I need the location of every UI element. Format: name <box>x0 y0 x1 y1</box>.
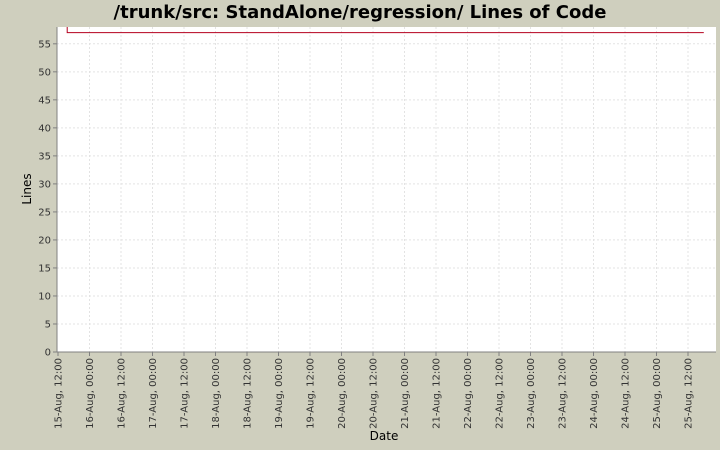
y-tick-label: 35 <box>38 151 51 162</box>
y-tick-label: 30 <box>38 179 51 190</box>
x-tick-label: 20-Aug, 00:00 <box>337 358 348 429</box>
y-tick-label: 0 <box>45 348 51 359</box>
y-ticks: 0 5 10 15 20 25 30 35 40 45 50 55 <box>38 39 57 359</box>
x-axis-label: Date <box>370 429 399 443</box>
series-layer <box>66 27 704 34</box>
x-tick-label: 23-Aug, 12:00 <box>558 358 569 429</box>
x-tick-label: 16-Aug, 00:00 <box>85 358 96 429</box>
y-tick-label: 25 <box>38 207 51 218</box>
y-tick-label: 45 <box>38 95 51 106</box>
x-tick-label: 15-Aug, 12:00 <box>54 358 65 429</box>
chart-title: /trunk/src: StandAlone/regression/ Lines… <box>114 2 607 23</box>
x-tick-label: 22-Aug, 12:00 <box>495 358 506 429</box>
x-tick-label: 16-Aug, 12:00 <box>117 358 128 429</box>
y-tick-label: 20 <box>38 235 51 246</box>
x-tick-label: 17-Aug, 12:00 <box>180 358 191 429</box>
y-axis-label: Lines <box>20 173 34 204</box>
x-tick-label: 17-Aug, 00:00 <box>148 358 159 429</box>
x-tick-label: 19-Aug, 00:00 <box>274 358 285 429</box>
plot-area <box>57 27 716 352</box>
x-tick-label: 24-Aug, 00:00 <box>589 358 600 429</box>
x-tick-label: 21-Aug, 12:00 <box>432 358 443 429</box>
y-tick-label: 55 <box>38 39 51 50</box>
y-tick-label: 10 <box>38 291 51 302</box>
x-tick-label: 24-Aug, 12:00 <box>621 358 632 429</box>
y-tick-label: 5 <box>45 319 51 330</box>
y-tick-label: 40 <box>38 123 51 134</box>
x-tick-label: 21-Aug, 00:00 <box>400 358 411 429</box>
x-tick-label: 18-Aug, 12:00 <box>243 358 254 429</box>
x-tick-label: 20-Aug, 12:00 <box>369 358 380 429</box>
x-ticks: 15-Aug, 12:00 16-Aug, 00:00 16-Aug, 12:00 1… <box>54 352 695 429</box>
x-tick-label: 22-Aug, 00:00 <box>463 358 474 429</box>
grid-layer <box>57 27 716 352</box>
x-tick-label: 23-Aug, 00:00 <box>526 358 537 429</box>
x-tick-label: 25-Aug, 00:00 <box>652 358 663 429</box>
series-line <box>66 27 704 34</box>
x-tick-label: 19-Aug, 12:00 <box>306 358 317 429</box>
y-tick-label: 15 <box>38 263 51 274</box>
x-tick-label: 25-Aug, 12:00 <box>684 358 695 429</box>
x-tick-label: 18-Aug, 00:00 <box>211 358 222 429</box>
y-tick-label: 50 <box>38 67 51 78</box>
